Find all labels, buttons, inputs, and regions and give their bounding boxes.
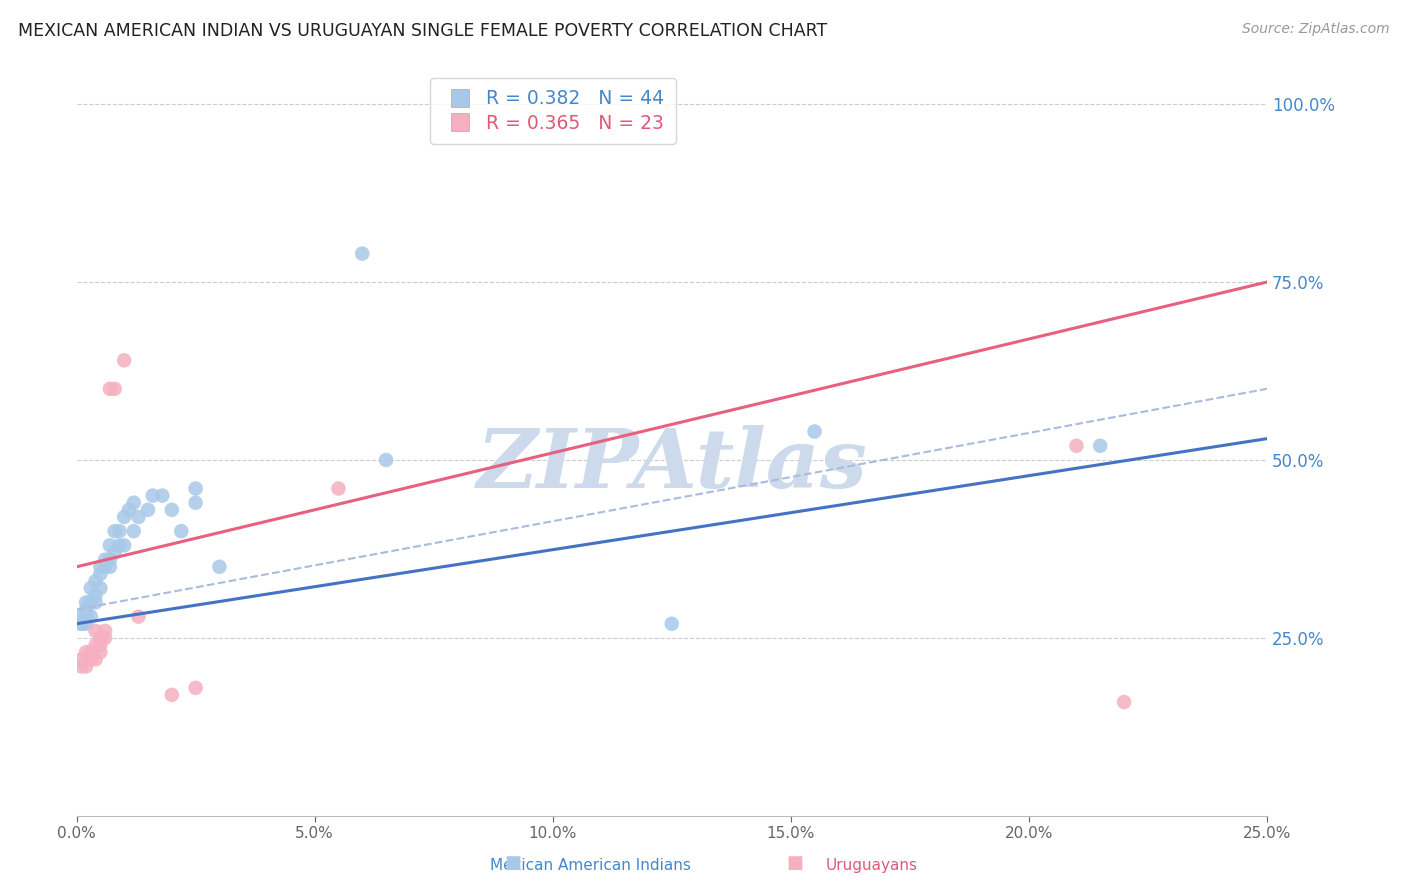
Point xyxy=(70,659,93,673)
Point xyxy=(112,510,135,524)
Text: Source: ZipAtlas.com: Source: ZipAtlas.com xyxy=(1241,22,1389,37)
Point xyxy=(184,496,207,510)
Point xyxy=(328,482,350,496)
Point xyxy=(70,616,93,631)
Text: MEXICAN AMERICAN INDIAN VS URUGUAYAN SINGLE FEMALE POVERTY CORRELATION CHART: MEXICAN AMERICAN INDIAN VS URUGUAYAN SIN… xyxy=(18,22,828,40)
Point xyxy=(122,496,145,510)
Point xyxy=(98,559,121,574)
Point xyxy=(80,595,103,609)
Point xyxy=(136,503,159,517)
Point xyxy=(104,545,127,559)
Point xyxy=(70,609,93,624)
Point xyxy=(127,609,149,624)
Point xyxy=(94,624,117,638)
Point xyxy=(118,503,141,517)
Point xyxy=(150,489,173,503)
Point xyxy=(352,246,374,260)
Point xyxy=(208,559,231,574)
Point xyxy=(84,652,107,666)
Point xyxy=(94,631,117,645)
Point xyxy=(80,652,103,666)
Point xyxy=(75,616,97,631)
Point xyxy=(84,624,107,638)
Point xyxy=(98,552,121,566)
Point xyxy=(75,609,97,624)
Point xyxy=(89,645,111,659)
Point xyxy=(89,559,111,574)
Point xyxy=(184,482,207,496)
Point xyxy=(75,659,97,673)
Point xyxy=(98,538,121,552)
Point xyxy=(70,652,93,666)
Legend: R = 0.382   N = 44, R = 0.365   N = 23: R = 0.382 N = 44, R = 0.365 N = 23 xyxy=(430,78,675,144)
Point xyxy=(160,503,183,517)
Point xyxy=(661,616,683,631)
Point xyxy=(108,524,131,538)
Point xyxy=(89,581,111,595)
Point xyxy=(112,538,135,552)
Point xyxy=(112,353,135,368)
Point xyxy=(803,425,825,439)
Point xyxy=(89,566,111,581)
Point xyxy=(142,489,165,503)
Text: ZIPAtlas: ZIPAtlas xyxy=(477,425,868,505)
Text: Uruguayans: Uruguayans xyxy=(825,858,918,872)
Point xyxy=(1112,695,1135,709)
Point xyxy=(184,681,207,695)
Point xyxy=(75,645,97,659)
Point xyxy=(122,524,145,538)
Point xyxy=(89,631,111,645)
Point xyxy=(80,581,103,595)
Text: ■: ■ xyxy=(786,854,803,871)
Point xyxy=(94,559,117,574)
Point xyxy=(80,645,103,659)
Point xyxy=(1066,439,1088,453)
Point xyxy=(160,688,183,702)
Point xyxy=(84,588,107,602)
Point xyxy=(170,524,193,538)
Point xyxy=(75,595,97,609)
Point xyxy=(98,382,121,396)
Point xyxy=(104,524,127,538)
Point xyxy=(84,595,107,609)
Point xyxy=(108,538,131,552)
Point xyxy=(84,638,107,652)
Text: ■: ■ xyxy=(505,854,522,871)
Point xyxy=(70,616,93,631)
Point xyxy=(127,510,149,524)
Point xyxy=(84,574,107,588)
Point xyxy=(75,602,97,616)
Point xyxy=(80,609,103,624)
Point xyxy=(104,382,127,396)
Point xyxy=(94,552,117,566)
Point xyxy=(89,638,111,652)
Text: Mexican American Indians: Mexican American Indians xyxy=(491,858,690,872)
Point xyxy=(1090,439,1112,453)
Point xyxy=(375,453,398,467)
